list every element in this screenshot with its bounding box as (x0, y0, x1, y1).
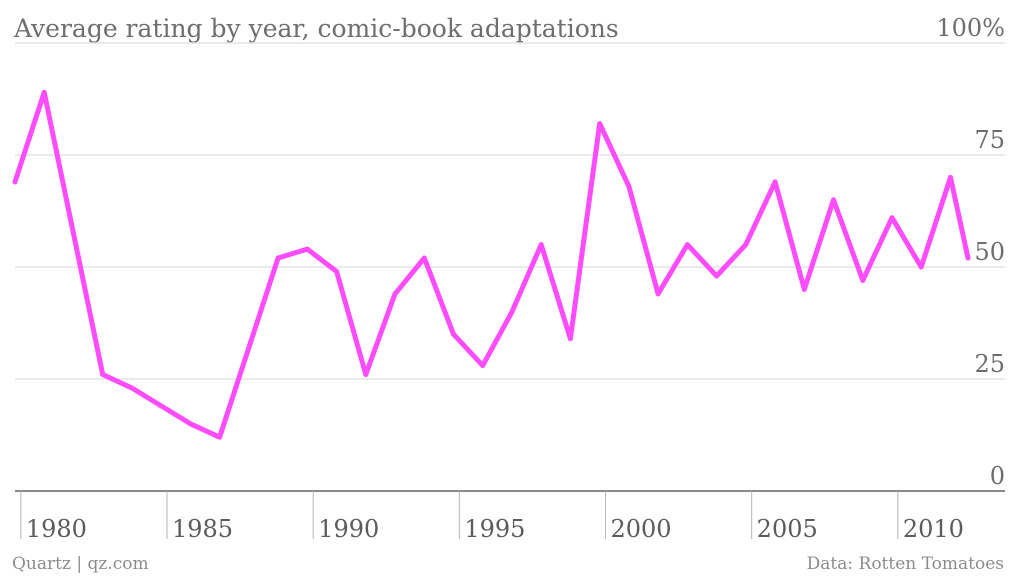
data-point (714, 273, 719, 279)
data-point (451, 331, 456, 337)
y-tick-label: 0 (990, 462, 1005, 490)
y-tick-label: 100% (936, 14, 1005, 42)
data-point (568, 336, 573, 342)
x-tick-label: 1990 (318, 515, 379, 543)
data-point (965, 255, 971, 261)
data-point (509, 309, 515, 315)
data-point (363, 372, 369, 377)
data-point (538, 242, 544, 248)
data-point (334, 269, 339, 274)
x-tick-label: 2010 (903, 515, 964, 543)
chart-title: Average rating by year, comic-book adapt… (13, 14, 619, 43)
data-point (275, 255, 281, 261)
x-axis-ticks: 1980 1985 1990 1995 2000 2005 2010 (20, 491, 964, 543)
data-point (743, 242, 749, 248)
y-axis-ticks: 100% 75 50 25 0 (936, 14, 1005, 490)
y-tick-label: 50 (974, 238, 1005, 266)
data-point (421, 255, 427, 261)
data-point (187, 421, 193, 427)
source-credit-right: Data: Rotten Tomatoes (807, 554, 1004, 574)
y-tick-label: 75 (974, 126, 1005, 154)
data-point (217, 434, 223, 440)
data-point (304, 246, 310, 252)
data-point (597, 121, 603, 127)
data-point (626, 183, 632, 189)
gridlines (15, 42, 1005, 492)
data-point (41, 89, 47, 95)
x-tick-label: 1985 (172, 515, 233, 543)
data-point (392, 291, 398, 297)
source-credit-left: Quartz | qz.com (12, 554, 149, 574)
y-tick-label: 25 (974, 350, 1005, 378)
data-point (684, 242, 690, 248)
data-point (100, 372, 106, 377)
data-point (948, 175, 953, 180)
data-point (889, 215, 895, 221)
data-point (480, 363, 486, 368)
x-tick-label: 2005 (757, 515, 818, 543)
data-point (158, 403, 164, 409)
x-tick-label: 1995 (464, 515, 525, 543)
data-point (831, 197, 836, 203)
data-point (772, 179, 778, 185)
data-point (129, 385, 135, 391)
data-point (655, 291, 661, 297)
data-point (918, 264, 924, 270)
data-point (801, 287, 807, 292)
series-layer (12, 89, 971, 440)
data-point (12, 179, 18, 185)
rating-series-line (12, 89, 971, 440)
data-point (860, 278, 866, 283)
x-tick-label: 1980 (26, 515, 87, 543)
x-tick-label: 2000 (611, 515, 672, 543)
